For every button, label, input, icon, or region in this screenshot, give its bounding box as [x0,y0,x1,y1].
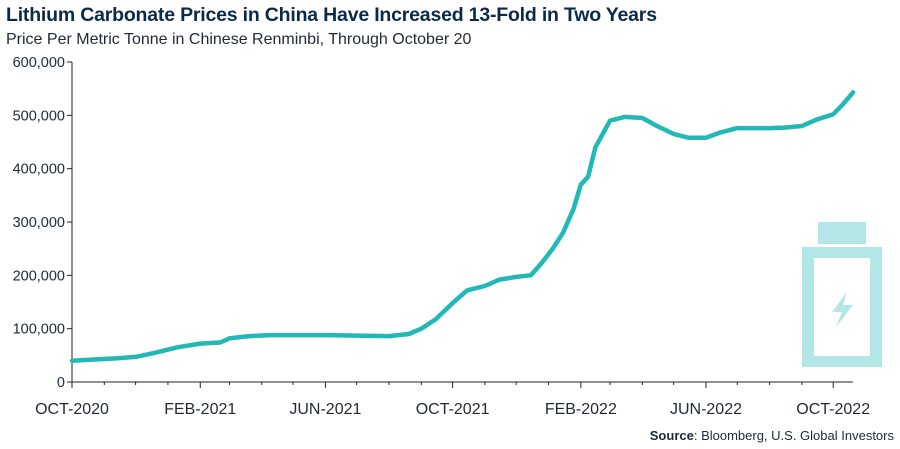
x-tick-label: FEB-2021 [164,401,236,418]
y-tick-label: 100,000 [13,322,65,338]
source-text: : Bloomberg, U.S. Global Investors [693,428,894,443]
x-tick-label: JUN-2021 [289,401,361,418]
x-tick-label: JUN-2022 [670,401,742,418]
y-tick-label: 300,000 [13,215,65,231]
battery-charging-icon [802,222,882,367]
y-tick-label: 200,000 [13,268,65,284]
chart-title: Lithium Carbonate Prices in China Have I… [6,4,657,26]
y-tick-label: 600,000 [13,55,65,71]
y-ticks: 0 100,000 200,000 300,000 400,000 500,000 600,… [13,55,72,391]
x-ticks: OCT-2020 FEB-2021 JUN-2021 OCT-2021 FEB-2022… [35,382,870,418]
y-tick-label: 500,000 [13,108,65,124]
x-tick-label: FEB-2022 [545,401,617,418]
chart-subtitle: Price Per Metric Tonne in Chinese Renmin… [6,31,472,48]
price-series-line [69,90,856,363]
y-tick-label: 0 [57,375,65,391]
x-tick-label: OCT-2020 [35,401,109,418]
x-tick-label: OCT-2022 [796,401,870,418]
y-tick-label: 400,000 [13,162,65,178]
x-tick-label: OCT-2021 [416,401,490,418]
source-label: Source [649,428,694,443]
source-note: Source: Bloomberg, U.S. Global Investors [650,428,894,443]
